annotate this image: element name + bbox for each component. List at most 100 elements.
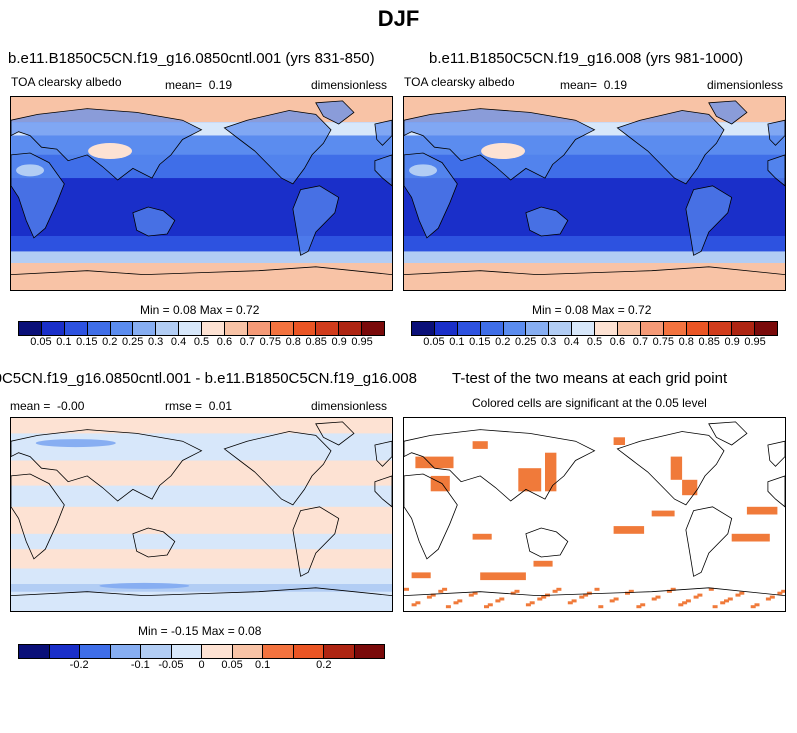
panel4-significant-cell-32 [724, 599, 729, 603]
panel4-map [403, 417, 786, 612]
panel3-coastline-6 [315, 421, 355, 446]
panel1-colorbar-tick-label: 0.7 [239, 336, 256, 348]
panel4-coastline-5 [616, 431, 725, 506]
panel3-coastline-0 [11, 429, 203, 502]
panel3-band-southern-ocean [11, 584, 392, 592]
panel2-land-3 [767, 154, 785, 186]
panel3-map [10, 417, 393, 612]
panel1-coastline-8 [11, 266, 392, 276]
panel2-colorbar-tick-label: 0.5 [586, 336, 603, 348]
panel2-colorbar-tick-label: 0.7 [632, 336, 649, 348]
panel1-coastline-6 [315, 100, 355, 125]
panel4-significant-cell-58 [579, 595, 585, 599]
panel1-map [10, 96, 393, 291]
panel1-units: dimensionless [311, 78, 388, 92]
panel1-colorbar-box-3 [87, 322, 111, 335]
panel2-colorbar-tick-label: 0.25 [514, 336, 537, 348]
panel2-colorbar-box-11 [663, 322, 687, 335]
panel1-colorbar-tick-label: 0.05 [30, 336, 52, 348]
panel4-significant-cell-56 [678, 603, 684, 607]
panel4-svg [404, 421, 785, 609]
panel1-colorbar-tick-label: 0.3 [147, 336, 164, 348]
panel4-coastline-2 [404, 473, 458, 560]
panel3-colorbar-tick-label: -0.1 [130, 659, 150, 671]
panel4-significant-cell-11 [430, 593, 436, 597]
panel2-colorbar-tick-label: 0.1 [449, 336, 465, 348]
panel3-colorbar-box-11 [354, 645, 384, 658]
panel3-minmax: Min = -0.15 Max = 0.08 [138, 624, 262, 638]
panel1-colorbar-box-10 [247, 322, 271, 335]
panel4-significant-patch-3 [518, 468, 542, 492]
panel2-units: dimensionless [707, 78, 784, 92]
figure-title: DJF [377, 6, 420, 31]
panel2-coastline-6 [708, 100, 748, 125]
panel2-colorbar-box-8 [595, 322, 618, 335]
panel3-colorbar-box-1 [49, 645, 80, 658]
panel4-coastline-4 [525, 527, 569, 558]
panel2-coastline-3 [767, 154, 785, 187]
panel3-coastline-5 [223, 431, 332, 506]
panel2-sahara-high [409, 164, 438, 177]
panel1-colorbar-tick-label: 0.1 [56, 336, 72, 348]
panel2-colorbar-tick-label: 0.15 [469, 336, 491, 348]
panel3-colorbar-tick-label: 0.2 [316, 659, 332, 671]
panel2-tibet-high [481, 143, 526, 160]
panel4-significant-cell-35 [765, 597, 771, 601]
panel3-colorbar-tick-label: -0.05 [158, 659, 184, 671]
panel2-colorbar-tick-label: 0.3 [540, 336, 557, 348]
panel1-colorbar-tick-label: 0.95 [351, 336, 373, 348]
panel1-coastline-2 [11, 152, 65, 239]
panel4-significant-cell-41 [468, 593, 474, 597]
panel3-band-tropic [11, 506, 392, 534]
panel4-significant-cell-33 [484, 605, 489, 609]
panel1-coastline-5 [223, 110, 332, 185]
panel1-mean-label: mean= 0.19 [165, 78, 233, 92]
panel4-significant-patch-2 [472, 441, 488, 449]
panel3-colorbar-box-10 [324, 645, 355, 658]
panel3-mean-label: mean = -0.00 [10, 399, 85, 413]
panel3-colorbar-tick-label: 0.05 [221, 659, 243, 671]
panel4-significant-patch-14 [411, 572, 431, 579]
panel2-band-south-mid [404, 251, 785, 263]
panel1-colorbar-tick-label: 0.25 [121, 336, 144, 348]
panel2-colorbar-box-7 [572, 322, 595, 335]
panel3-colorbar-box-4 [141, 645, 172, 658]
panel2-colorbar-box-0 [412, 322, 435, 335]
panel2-land-1 [767, 120, 785, 146]
panel1-land-5 [224, 110, 331, 184]
panel2-colorbar-tick-label: 0.9 [724, 336, 740, 348]
panel1-colorbar-box-12 [293, 322, 317, 335]
panel4-significant-cell-23 [598, 605, 604, 609]
panel2-colorbar-box-3 [480, 322, 504, 335]
panel2-colorbar-tick-label: 0.75 [652, 336, 675, 348]
panel2-colorbar-tick-label: 0.4 [563, 336, 580, 348]
panel4-significant-cell-21 [697, 593, 703, 597]
panel4-significant-cell-50 [594, 587, 600, 591]
panel1-tibet-high [88, 143, 133, 160]
panel3-band-s-subtropic [11, 549, 392, 569]
panel2-colorbar-box-13 [709, 322, 733, 335]
panel4-significant-cell-7 [628, 589, 634, 593]
panel2-land-4 [525, 207, 568, 236]
panel3-colorbar-box-2 [80, 645, 111, 658]
panel3-colorbar-box-6 [202, 645, 233, 658]
panel2-colorbar-box-5 [526, 322, 550, 335]
panel4-significant-cell-3 [445, 605, 451, 609]
panel4-significant-patch-10 [480, 572, 526, 581]
panel3-title: b.e11.B1850C5CN.f19_g16.0850cntl.001 - b… [0, 370, 417, 387]
panel3-colorbar-box-7 [232, 645, 263, 658]
panel2-coastline-0 [404, 108, 596, 181]
panel1-colorbar-box-6 [156, 322, 180, 335]
panel1-band-south-mid [11, 251, 392, 263]
panel3-coastline-7 [292, 506, 340, 577]
panel2-title: b.e11.B1850C5CN.f19_g16.008 (yrs 981-100… [429, 50, 744, 67]
panel4-significant-cell-18 [655, 595, 661, 599]
panel4-significant-cell-55 [537, 597, 543, 601]
panel1-land-7 [292, 185, 339, 256]
panel2-colorbar-tick-label: 0.8 [678, 336, 694, 348]
panel1-colorbar-box-8 [202, 322, 225, 335]
panel4-significant-cell-4 [586, 591, 592, 595]
panel4-significant-cell-28 [541, 595, 547, 599]
panel1-colorbar-box-0 [19, 322, 42, 335]
panel4-subtitle: Colored cells are significant at the 0.0… [472, 396, 707, 410]
